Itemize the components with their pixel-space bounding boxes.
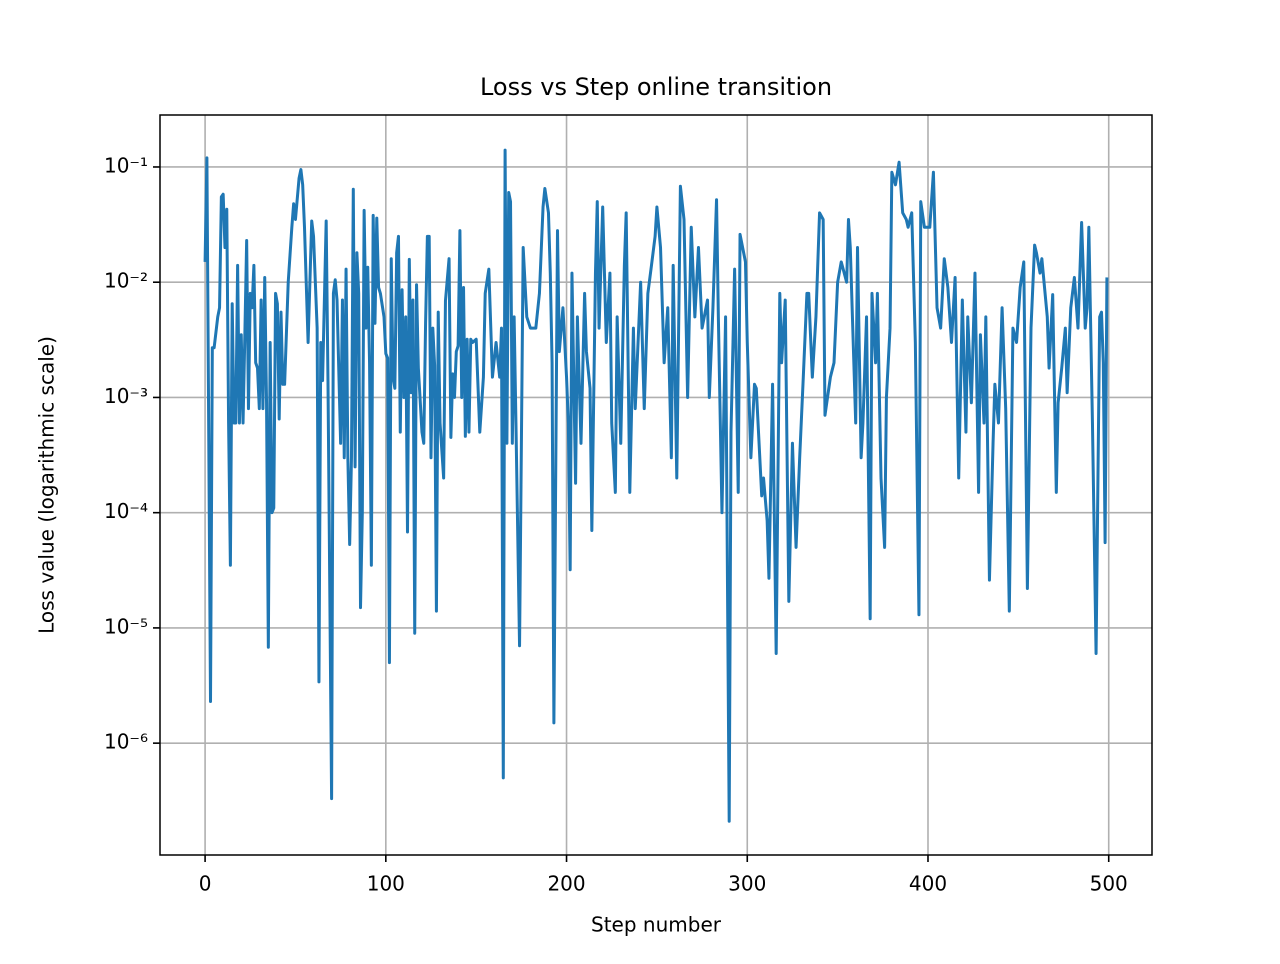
plot-area — [203, 148, 1109, 823]
y-tick-label: 10⁻³ — [104, 384, 148, 408]
x-tick-label: 500 — [1090, 872, 1128, 896]
y-tick-label: 10⁻¹ — [104, 153, 148, 177]
axes-frame — [159, 114, 1153, 856]
y-axis-label: Loss value (logarithmic scale) — [35, 336, 59, 634]
chart-title: Loss vs Step online transition — [480, 73, 832, 101]
y-tick-label: 10⁻² — [104, 269, 148, 293]
x-tick-label: 200 — [547, 872, 585, 896]
x-tick-label: 300 — [728, 872, 766, 896]
x-tick-label: 0 — [199, 872, 212, 896]
y-tick-label: 10⁻⁶ — [104, 730, 148, 754]
x-tick-label: 100 — [367, 872, 405, 896]
data-line — [203, 148, 1109, 823]
x-axis-label: Step number — [591, 913, 722, 937]
y-tick-label: 10⁻⁴ — [104, 499, 148, 523]
y-tick-label: 10⁻⁵ — [104, 614, 148, 638]
x-tick-label: 400 — [909, 872, 947, 896]
ticks: 0 100 200 300 400 500 10⁻⁶ 10⁻⁵ 10⁻⁴ 10⁻³ 10⁻² 10⁻¹ — [104, 153, 1128, 895]
